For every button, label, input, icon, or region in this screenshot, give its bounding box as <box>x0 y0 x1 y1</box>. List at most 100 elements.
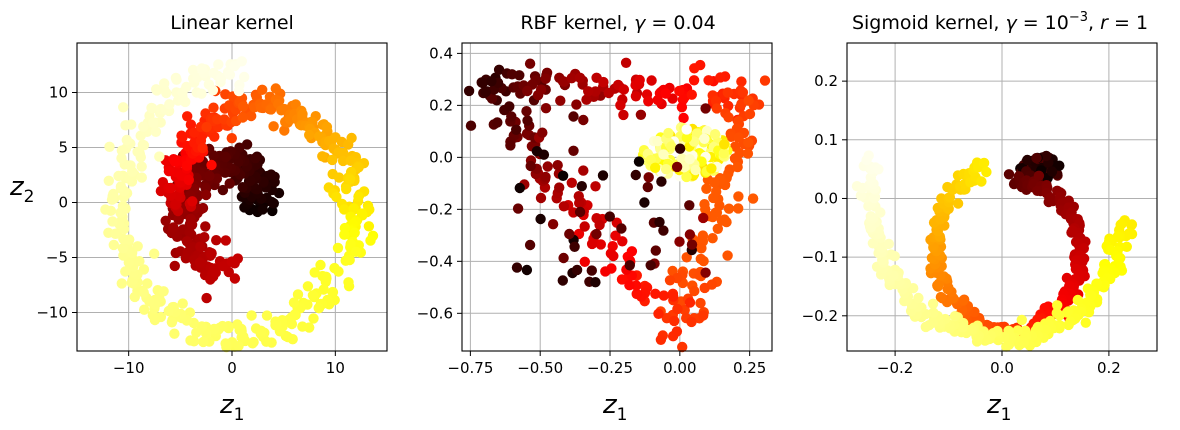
scatter-point <box>645 260 656 271</box>
scatter-point <box>195 241 206 252</box>
scatter-point <box>159 78 170 89</box>
title-linear-kernel: Linear kernel <box>170 12 294 34</box>
scatter-point <box>233 85 245 97</box>
scatter-point <box>927 298 939 309</box>
scatter-point <box>1016 314 1027 326</box>
scatter-point <box>590 86 601 97</box>
scatter-point <box>706 163 717 174</box>
x-tick-label: 0 <box>227 359 237 377</box>
scatter-point <box>698 310 709 321</box>
scatter-point <box>557 170 569 181</box>
scatter-point <box>681 252 692 263</box>
scatter-point <box>928 307 939 318</box>
scatter-point <box>208 102 219 113</box>
scatter-point <box>117 243 129 254</box>
scatter-point <box>952 198 964 209</box>
scatter-point <box>116 153 127 164</box>
scatter-point <box>676 102 688 113</box>
scatter-point <box>118 102 129 113</box>
scatter-point <box>558 201 570 212</box>
xlabel-z1-rbf: z1 <box>602 390 627 425</box>
y-tick-label: −0.6 <box>417 304 453 322</box>
scatter-point <box>540 171 551 183</box>
scatter-point <box>736 76 747 87</box>
scatter-point <box>477 77 488 89</box>
scatter-point <box>1072 294 1084 306</box>
scatter-point <box>232 319 243 330</box>
scatter-point <box>674 85 685 97</box>
scatter-point <box>1033 170 1045 181</box>
scatter-point <box>571 264 583 276</box>
scatter-point <box>100 204 111 215</box>
axes-frame <box>461 42 773 352</box>
scatter-point <box>229 273 241 284</box>
scatter-point <box>199 232 210 243</box>
scatter-point <box>115 181 127 192</box>
scatter-point <box>521 264 533 276</box>
scatter-point <box>183 174 194 186</box>
scatter-point <box>733 132 744 143</box>
scatter-point <box>696 243 707 254</box>
scatter-point <box>168 222 179 233</box>
scatter-point <box>618 84 630 95</box>
scatter-point <box>117 205 128 216</box>
scatter-point <box>681 171 692 183</box>
scatter-point <box>220 235 231 246</box>
scatter-point <box>863 150 874 161</box>
scatter-point <box>1115 219 1126 230</box>
scatter-point <box>616 274 628 285</box>
scatter-point <box>321 121 333 133</box>
scatter-point <box>600 266 611 277</box>
scatter-point <box>742 148 754 159</box>
scatter-point <box>688 75 700 86</box>
scatter-point <box>531 146 543 157</box>
scatter-point <box>655 334 667 345</box>
scatter-point <box>106 194 118 205</box>
scatter-point <box>522 115 533 126</box>
scatter-point <box>493 64 505 76</box>
ylabel-z2: z2 <box>9 172 34 207</box>
y-tick-label: 0 <box>58 194 68 212</box>
scatter-point <box>719 139 730 150</box>
scatter-point <box>279 125 290 136</box>
scatter-point <box>173 214 184 225</box>
scatter-point <box>220 338 231 349</box>
scatter-point <box>288 297 300 308</box>
scatter-point <box>883 238 894 250</box>
scatter-point <box>678 112 689 124</box>
scatter-point <box>674 143 686 154</box>
scatter-point <box>211 235 222 246</box>
scatter-point <box>206 248 217 259</box>
scatter-point <box>540 103 552 114</box>
scatter-point <box>703 75 714 86</box>
scatter-point <box>1080 317 1092 328</box>
scatter-point <box>976 176 987 187</box>
scatter-point <box>512 203 524 214</box>
scatter-point <box>586 238 598 250</box>
scatter-point <box>711 186 722 197</box>
scatter-point <box>465 120 477 131</box>
scatter-point <box>598 76 609 88</box>
scatter-point <box>660 88 671 99</box>
scatter-point <box>248 336 259 348</box>
scatter-point <box>160 215 171 226</box>
scatter-point <box>564 228 575 240</box>
scatter-point <box>674 236 685 247</box>
scatter-point <box>700 103 711 114</box>
scatter-point <box>908 283 919 294</box>
scatter-point <box>712 223 723 234</box>
scatter-point <box>169 156 181 167</box>
scatter-point <box>492 117 503 128</box>
scatter-point <box>650 162 661 173</box>
scatter-point <box>136 161 147 172</box>
scatter-point <box>664 275 676 286</box>
scatter-point <box>349 227 360 238</box>
scatter-point <box>944 192 956 203</box>
scatter-point <box>268 121 279 132</box>
scatter-point <box>630 91 642 102</box>
y-tick-label: 5 <box>58 139 68 157</box>
scatter-point <box>578 165 589 176</box>
scatter-point <box>196 88 207 99</box>
scatter-point <box>695 297 706 309</box>
